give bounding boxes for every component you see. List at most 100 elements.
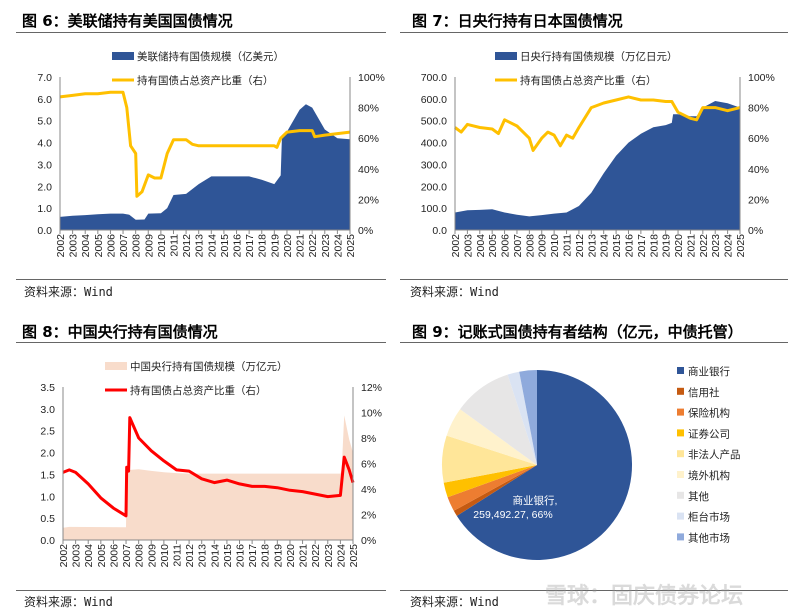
legend-label: 持有国债占总资产比重（右） <box>520 74 657 87</box>
x-tick-label: 2016 <box>235 544 247 568</box>
area-series-7 <box>455 101 740 230</box>
y-tick-label: 2.5 <box>40 426 55 438</box>
y2-tick-label: 100% <box>748 72 775 84</box>
x-tick-label: 2012 <box>181 234 193 258</box>
pie-slice-4 <box>443 465 537 498</box>
pie-slice-5 <box>441 435 537 483</box>
legend-swatch <box>677 491 684 499</box>
pie-slice-3 <box>447 465 537 511</box>
y-tick-label: 0.5 <box>40 513 55 525</box>
x-tick-label: 2019 <box>272 544 284 568</box>
legend-label: 境外机构 <box>688 469 730 482</box>
legend-label: 非法人产品 <box>688 448 741 461</box>
y2-tick-label: 0% <box>358 225 373 237</box>
legend-label: 持有国债占总资产比重（右） <box>130 384 267 397</box>
y-tick-label: 2.0 <box>40 448 55 460</box>
y-tick-label: 7.0 <box>37 72 52 84</box>
x-tick-label: 2024 <box>332 234 344 258</box>
y2-tick-label: 12% <box>361 382 382 394</box>
x-tick-label: 2019 <box>661 234 673 258</box>
line-series-7 <box>454 95 741 152</box>
legend-area-swatch <box>112 52 134 60</box>
y-tick-label: 4.0 <box>37 138 52 150</box>
chart-7 <box>454 52 741 234</box>
x-tick-label: 2008 <box>134 544 146 568</box>
x-tick-label: 2007 <box>512 234 524 258</box>
pie-slice-1 <box>456 370 633 561</box>
x-tick-label: 2022 <box>698 234 710 258</box>
pie-slice-2 <box>453 465 537 516</box>
x-tick-label: 2013 <box>586 234 598 258</box>
area-series-8 <box>63 415 353 540</box>
x-tick-label: 2015 <box>222 544 234 568</box>
area-series-6 <box>60 104 350 230</box>
divider <box>400 279 788 280</box>
y-tick-label: 300.0 <box>421 159 447 171</box>
x-tick-label: 2009 <box>143 234 155 258</box>
figure-6-title: 图 6：美联储持有美国国债情况 <box>22 12 233 30</box>
figure-7-title: 图 7：日央行持有日本国债情况 <box>412 12 623 30</box>
y2-tick-label: 2% <box>361 510 376 522</box>
x-tick-label: 2002 <box>58 544 70 568</box>
x-tick-label: 2009 <box>146 544 158 568</box>
x-tick-label: 2010 <box>156 234 168 258</box>
x-tick-label: 2016 <box>232 234 244 258</box>
x-tick-label: 2021 <box>685 234 697 258</box>
legend-label: 其他市场 <box>688 531 730 544</box>
x-tick-label: 2018 <box>260 544 272 568</box>
y-tick-label: 0.0 <box>40 535 55 547</box>
x-tick-label: 2013 <box>194 234 206 258</box>
x-tick-label: 2002 <box>55 234 67 258</box>
x-tick-label: 2006 <box>108 544 120 568</box>
x-tick-label: 2012 <box>184 544 196 568</box>
legend-swatch <box>677 512 684 520</box>
pie-data-label: 259,492.27, 66% <box>473 509 552 521</box>
pie-slice-8 <box>507 371 537 465</box>
y-tick-label: 1.0 <box>40 491 55 503</box>
legend-label: 其他 <box>688 490 709 503</box>
y2-tick-label: 8% <box>361 433 376 445</box>
y-tick-label: 2.0 <box>37 181 52 193</box>
figure-8-title: 图 8：中国央行持有国债情况 <box>22 323 218 341</box>
y-tick-label: 3.5 <box>40 382 55 394</box>
divider <box>16 279 386 280</box>
pie-data-label: 商业银行, <box>513 494 558 507</box>
x-tick-label: 2020 <box>285 544 297 568</box>
x-tick-label: 2020 <box>282 234 294 258</box>
x-tick-label: 2020 <box>673 234 685 258</box>
y-tick-label: 600.0 <box>421 94 447 106</box>
legend-swatch <box>677 471 684 478</box>
y-tick-label: 400.0 <box>421 138 447 150</box>
x-tick-label: 2014 <box>599 234 611 258</box>
y2-tick-label: 40% <box>748 164 769 176</box>
x-tick-label: 2017 <box>247 544 259 568</box>
figure-8-source: 资料来源：Wind <box>24 595 113 609</box>
x-tick-label: 2005 <box>93 234 105 258</box>
x-tick-label: 2022 <box>310 544 322 568</box>
divider <box>16 32 386 33</box>
x-tick-label: 2024 <box>335 544 347 568</box>
x-tick-label: 2021 <box>295 234 307 258</box>
x-tick-label: 2002 <box>450 234 462 258</box>
x-tick-label: 2003 <box>71 544 83 568</box>
pie-slice-7 <box>460 374 537 465</box>
x-tick-label: 2011 <box>168 234 180 257</box>
y2-tick-label: 6% <box>361 459 376 471</box>
y2-tick-label: 80% <box>358 103 379 115</box>
y2-tick-label: 40% <box>358 164 379 176</box>
legend-swatch <box>677 408 684 416</box>
legend-label: 保险机构 <box>688 407 730 420</box>
x-tick-label: 2005 <box>96 544 108 568</box>
y-tick-label: 100.0 <box>421 203 447 215</box>
y-tick-label: 0.0 <box>37 225 52 237</box>
x-tick-label: 2010 <box>549 234 561 258</box>
x-tick-label: 2018 <box>648 234 660 258</box>
y2-tick-label: 4% <box>361 484 376 496</box>
x-tick-label: 2023 <box>320 234 332 258</box>
legend-swatch <box>677 533 684 541</box>
legend-swatch <box>677 367 684 374</box>
figure-7-source: 资料来源：Wind <box>410 285 499 299</box>
x-tick-label: 2005 <box>487 234 499 258</box>
divider <box>16 342 386 343</box>
